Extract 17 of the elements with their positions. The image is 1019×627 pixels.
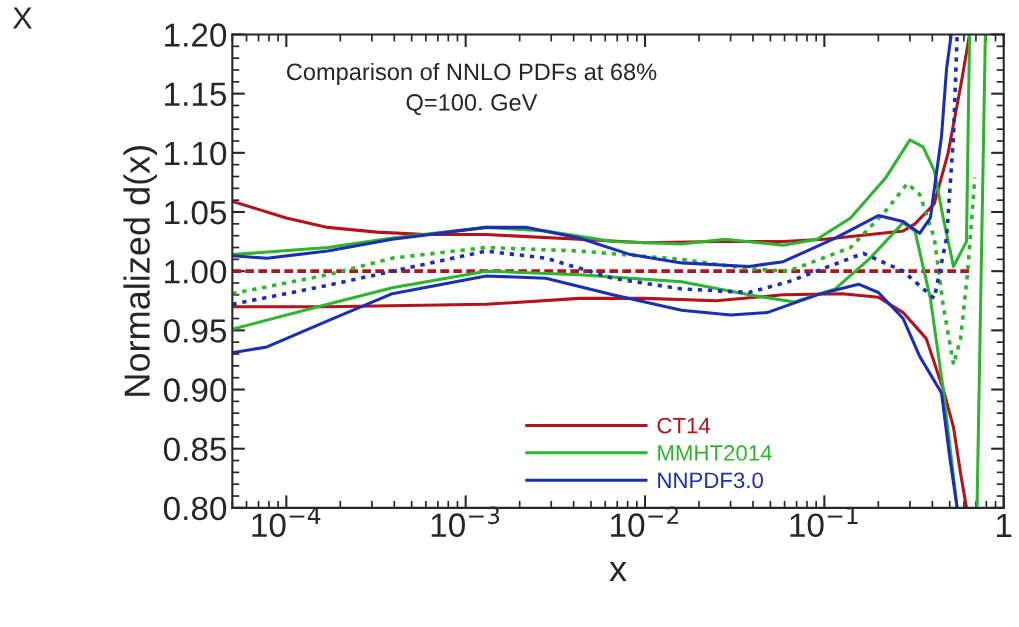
text: Comparison of NNLO PDFs at 68% Q=100. GeV [286, 62, 657, 116]
y-axis-title: Normalized d(x) [123, 145, 158, 396]
y-tick-label: 0.80 [163, 496, 227, 521]
text: MMHT2014 [658, 445, 772, 461]
x-axis-title: x [609, 562, 627, 582]
y-tick-label: 1.05 [165, 200, 227, 225]
text: NNPDF3.0 [658, 472, 763, 489]
text: CT14 [657, 417, 711, 434]
y-tick-label: 0.85 [163, 437, 227, 462]
y-tick-label: 1.10 [165, 141, 227, 166]
y-tick-label: 1.15 [165, 82, 227, 107]
y-tick-label: 0.90 [163, 378, 227, 402]
y-tick-label: 0.95 [163, 319, 227, 343]
text: X [12, 7, 32, 29]
x-tick-label: 1 [996, 513, 1012, 537]
y-tick-label: 1.20 [165, 23, 227, 47]
y-tick-label: 1.00 [165, 259, 227, 284]
